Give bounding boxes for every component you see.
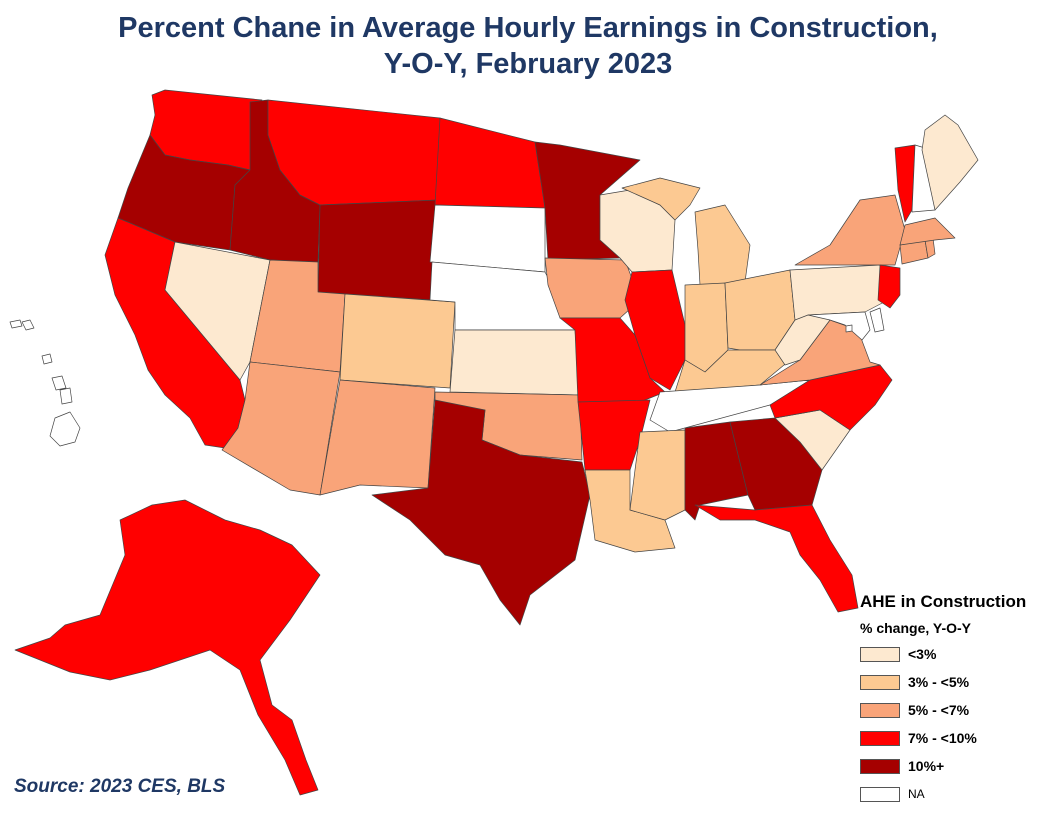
- state-NY: [794, 194, 906, 266]
- state-ND: [434, 117, 546, 209]
- legend-item: 7% - <10%: [860, 724, 1050, 752]
- state-HI: [9, 319, 81, 447]
- state-FL: [694, 504, 859, 613]
- legend-item: 10%+: [860, 752, 1050, 780]
- title-line-1: Percent Chane in Average Hourly Earnings…: [118, 12, 938, 44]
- state-IL: [624, 269, 686, 391]
- legend-label: 3% - <5%: [908, 674, 970, 690]
- state-MD: [807, 311, 871, 341]
- legend-swatch: [860, 646, 900, 662]
- state-TX: [371, 399, 591, 626]
- legend-label: 5% - <7%: [908, 702, 970, 718]
- legend-item: <3%: [860, 640, 1050, 668]
- state-MA: [899, 217, 956, 246]
- legend-label: 10%+: [908, 758, 945, 774]
- legend: AHE in Construction % change, Y-O-Y <3% …: [860, 592, 1050, 808]
- legend-label: 7% - <10%: [908, 730, 977, 746]
- state-AK: [14, 499, 321, 796]
- state-KS: [449, 329, 581, 396]
- legend-item: 3% - <5%: [860, 668, 1050, 696]
- state-NV: [164, 241, 271, 381]
- state-DE: [869, 307, 885, 333]
- legend-swatch: [860, 730, 900, 746]
- legend-swatch: [860, 786, 900, 802]
- state-ME: [921, 114, 979, 211]
- legend-item: NA: [860, 780, 1050, 808]
- legend-item: 5% - <7%: [860, 696, 1050, 724]
- state-DC: [845, 324, 853, 333]
- state-IA: [544, 257, 641, 319]
- legend-label: NA: [908, 787, 925, 801]
- state-NM: [319, 379, 436, 496]
- state-AZ: [221, 361, 341, 496]
- legend-title: AHE in Construction: [860, 592, 1027, 611]
- title-line-2: Y-O-Y, February 2023: [383, 48, 673, 80]
- state-VT: [894, 144, 916, 223]
- legend-label: <3%: [908, 646, 937, 662]
- map-title: Percent Chane in Average Hourly Earnings…: [0, 10, 1056, 82]
- legend-swatch: [860, 758, 900, 774]
- state-LA: [584, 469, 676, 553]
- legend-swatch: [860, 674, 900, 690]
- state-NJ: [877, 264, 901, 309]
- source-note: Source: 2023 CES, BLS: [14, 776, 226, 797]
- state-MS: [629, 429, 686, 521]
- state-SD: [429, 204, 546, 273]
- legend-swatch: [860, 702, 900, 718]
- state-WY: [317, 199, 439, 301]
- state-CO: [339, 293, 456, 389]
- legend-subtitle: % change, Y-O-Y: [860, 620, 971, 636]
